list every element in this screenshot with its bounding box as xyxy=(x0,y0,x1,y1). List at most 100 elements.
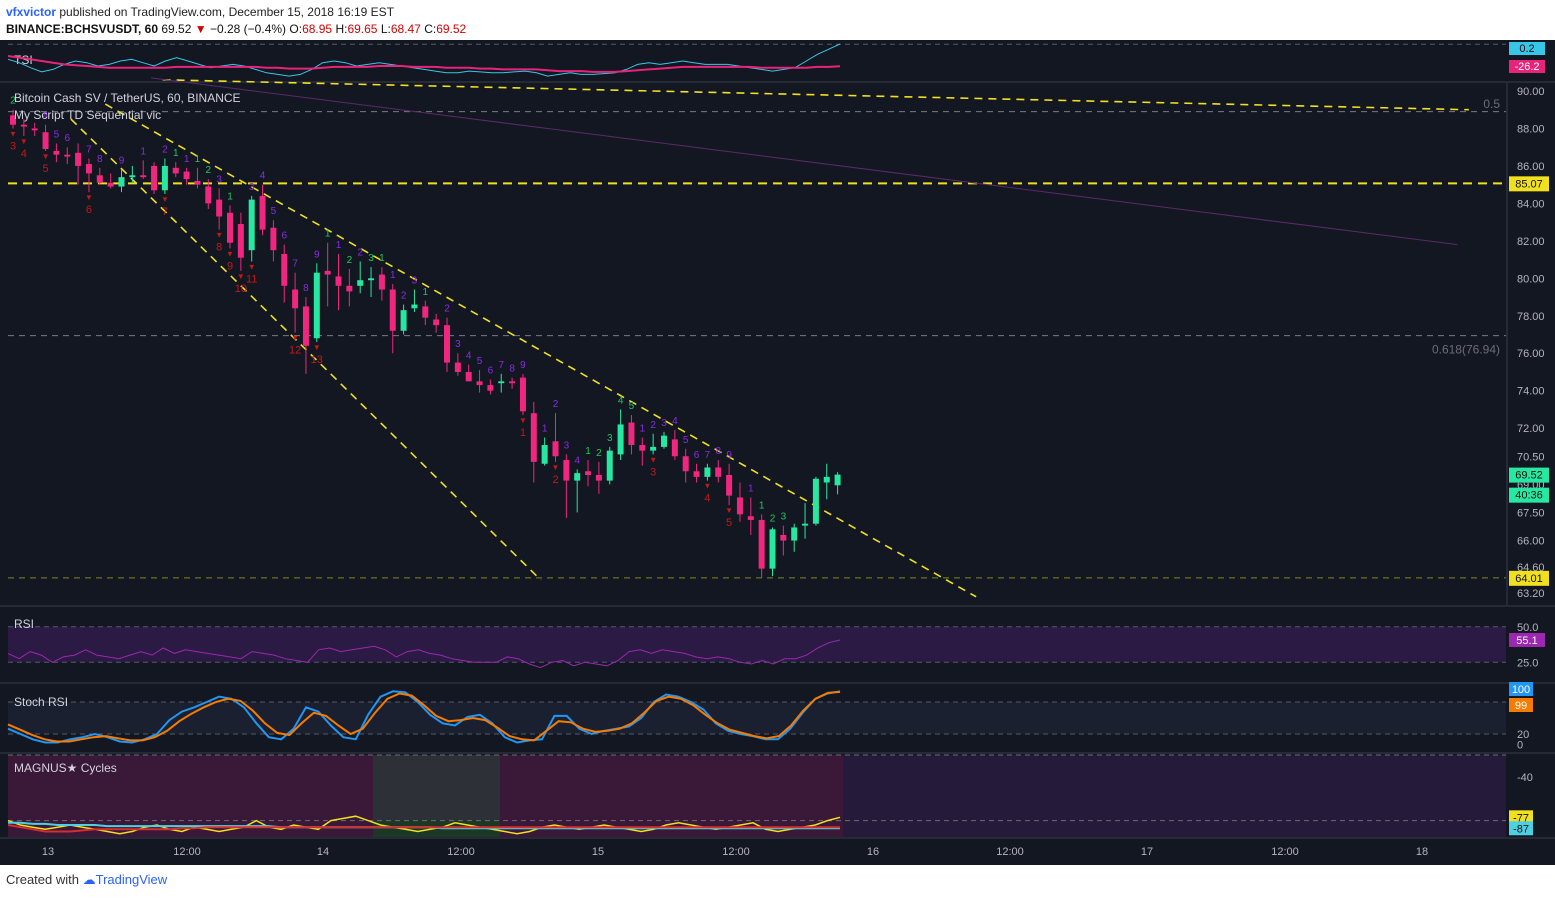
price-axis-tick: 78.00 xyxy=(1517,311,1545,323)
stoch-band xyxy=(8,702,1506,734)
trend-line xyxy=(104,103,977,598)
candle-body xyxy=(585,471,592,475)
td-count-label: 5 xyxy=(54,129,60,140)
rsi-pane: 50.0 25.0 55.1 RSI xyxy=(0,617,1555,684)
time-axis-tick: 14 xyxy=(317,846,329,858)
td-count-label: 9 xyxy=(520,360,526,371)
magnus-value-label: -87 xyxy=(1513,823,1529,835)
candle-body xyxy=(465,371,472,382)
tradingview-brand[interactable]: TradingView xyxy=(95,872,168,887)
candle-body xyxy=(769,529,776,569)
price-axis-tick: 84.00 xyxy=(1517,198,1545,210)
candle-body xyxy=(20,124,27,127)
td-count-label: 4 xyxy=(466,350,472,361)
candle-body xyxy=(791,527,798,541)
candle-body xyxy=(357,280,364,286)
td-sell-arrow-icon: ▼ xyxy=(237,272,245,281)
candle-body xyxy=(75,152,82,166)
td-count-label: 2 xyxy=(596,448,602,459)
rsi-axis-tick: 50.0 xyxy=(1517,622,1538,634)
rsi-line xyxy=(7,639,841,669)
down-arrow-icon: ▼ xyxy=(194,22,207,36)
td-count-label: 8 xyxy=(715,446,721,457)
time-axis[interactable]: 13 12:00 14 12:00 15 12:00 16 12:00 17 12:00 18 xyxy=(0,837,1555,858)
td-count-label: 1 xyxy=(336,240,342,251)
td-count-label: 8 xyxy=(303,283,309,294)
candle-body xyxy=(85,164,92,174)
td-count-label: 6 xyxy=(488,365,494,376)
rsi-value-label: 55.1 xyxy=(1516,635,1537,647)
td-sell-arrow-icon: ▼ xyxy=(725,506,733,515)
candle-body xyxy=(487,385,494,391)
price-change: −0.28 (−0.4%) xyxy=(209,22,287,36)
td-count-label: 2 xyxy=(10,96,16,107)
td-count-label: 8 xyxy=(97,154,103,165)
candle-body xyxy=(31,128,38,131)
td-count-label: 3 xyxy=(10,140,16,152)
td-sell-arrow-icon: ▼ xyxy=(649,455,657,464)
candle-body xyxy=(129,175,136,178)
td-count-label: 6 xyxy=(694,450,700,461)
time-axis-tick: 18 xyxy=(1416,846,1428,858)
rsi-value-tag xyxy=(1509,632,1545,647)
candle-body xyxy=(715,467,722,477)
price-axis-tick: 63.20 xyxy=(1517,588,1545,600)
td-sell-arrow-icon: ▼ xyxy=(226,249,234,258)
td-count-label: 6 xyxy=(64,133,70,144)
candle-body xyxy=(161,165,168,191)
stoch-axis-tick: 20 xyxy=(1517,729,1529,741)
close-label: C: xyxy=(424,22,437,36)
candle-body xyxy=(172,167,179,174)
td-count-label: 1 xyxy=(542,424,548,435)
candle-body xyxy=(194,180,201,185)
candle-body xyxy=(552,441,559,457)
candle-body xyxy=(324,270,331,275)
candle-body xyxy=(661,435,667,447)
td-count-label: 12 xyxy=(289,345,301,357)
time-axis-tick: 17 xyxy=(1141,846,1153,858)
td-count-label: 4 xyxy=(672,416,678,427)
stoch-value-label: 99 xyxy=(1515,700,1527,712)
td-count-label: 3 xyxy=(249,182,255,193)
open-value: 68.95 xyxy=(302,22,333,36)
cycle-zone xyxy=(8,755,373,837)
tsi-line-2 xyxy=(7,55,841,73)
td-count-label: 10 xyxy=(235,283,247,295)
td-sell-arrow-icon: ▼ xyxy=(552,463,560,472)
td-count-label: 5 xyxy=(683,435,689,446)
td-count-label: 7 xyxy=(86,144,92,155)
td-sell-arrow-icon: ▼ xyxy=(20,137,28,146)
candle-body xyxy=(758,519,765,569)
publisher-line: vfxvictor published on TradingView.com, … xyxy=(6,5,394,19)
td-count-label: 1 xyxy=(759,500,765,511)
td-sell-arrow-icon: ▼ xyxy=(248,262,256,271)
td-count-label: 1 xyxy=(520,427,526,439)
td-count-label: 5 xyxy=(271,206,277,217)
td-count-label: 5 xyxy=(477,356,483,367)
candle-body xyxy=(476,381,483,386)
publisher-username[interactable]: vfxvictor xyxy=(6,5,57,19)
candle-body xyxy=(281,253,288,286)
candle-body xyxy=(444,325,450,363)
td-count-label: 3 xyxy=(368,253,374,264)
candle-body xyxy=(400,310,407,331)
rsi-axis-tick: 25.0 xyxy=(1517,657,1538,669)
candle-body xyxy=(433,319,440,326)
candle-body xyxy=(747,516,754,520)
fib-level-label: 0.5 xyxy=(1483,97,1500,111)
td-sell-arrow-icon: ▼ xyxy=(215,231,223,240)
candle-body xyxy=(563,460,570,481)
td-count-label: 3 xyxy=(607,433,613,444)
candle-body xyxy=(628,422,635,446)
candle-body xyxy=(650,446,657,451)
td-sell-arrow-icon: ▼ xyxy=(42,152,50,161)
tradingview-logo-icon: ☁ xyxy=(82,872,96,887)
stoch-value-tag xyxy=(1509,682,1533,696)
candle-body xyxy=(498,381,505,384)
candle-body xyxy=(595,474,602,481)
candle-body xyxy=(10,115,16,125)
time-axis-tick: 13 xyxy=(42,846,54,858)
magnus-title: MAGNUS★ Cycles xyxy=(14,761,117,775)
